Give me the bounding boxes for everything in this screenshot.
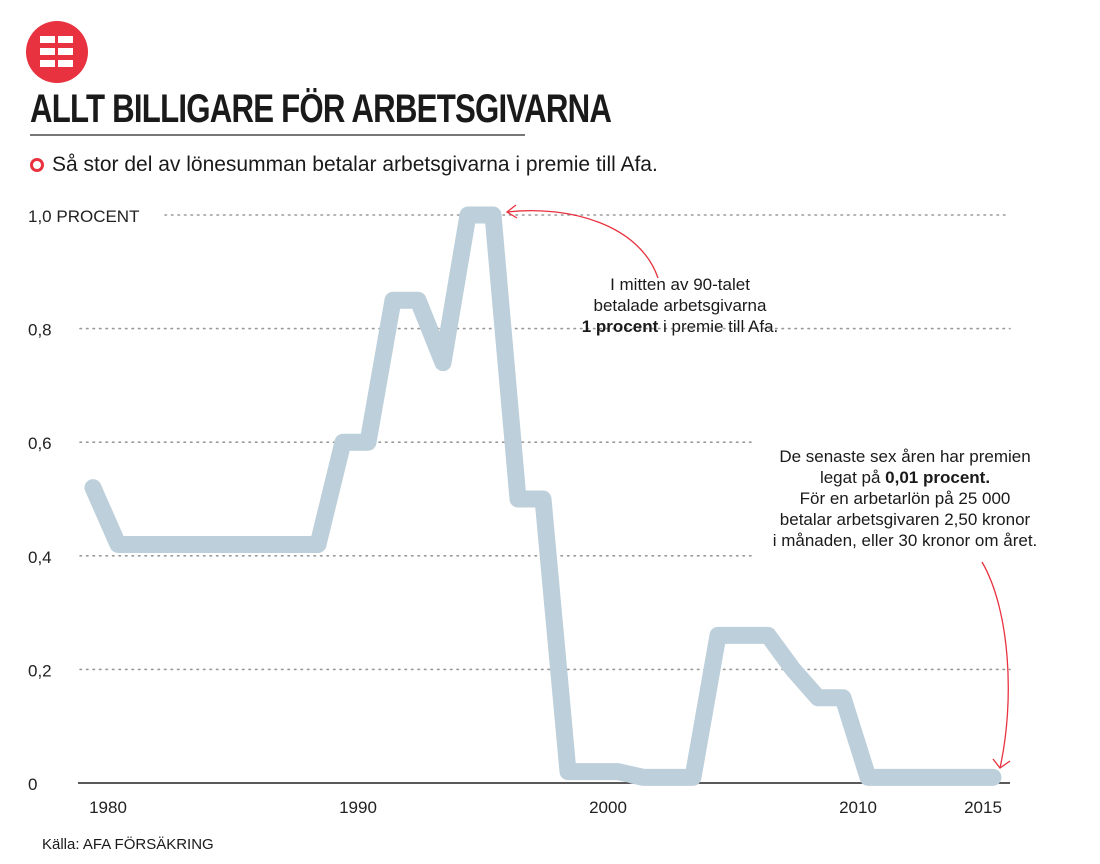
data-point-1992	[417, 299, 419, 301]
chart-title: ALLT BILLIGARE FÖR ARBETSGIVARNA	[30, 87, 612, 131]
data-point-1979	[92, 487, 94, 489]
data-point-1989	[342, 441, 344, 443]
source-note: Källa: AFA FÖRSÄKRING	[42, 836, 214, 853]
data-point-1994	[467, 214, 469, 216]
y-tick-label: 1,0 PROCENT	[28, 207, 139, 226]
y-tick-label: 0	[28, 775, 37, 794]
x-tick-label: 2010	[839, 798, 877, 817]
data-point-1981	[142, 543, 144, 545]
data-point-2012	[917, 776, 919, 778]
arrowhead-peak	[505, 204, 518, 219]
annotation-text: i premie till Afa.	[658, 317, 779, 336]
y-tick-label: 0,2	[28, 661, 52, 680]
x-tick-label: 2000	[589, 798, 627, 817]
data-point-2003	[692, 776, 694, 778]
arrowhead-recent	[992, 758, 1011, 769]
data-point-1982	[167, 543, 169, 545]
annotation-line: 1 procent i premie till Afa.	[560, 316, 800, 337]
annotation-recent: De senaste sex åren har premien legat på…	[740, 446, 1070, 551]
data-point-1999	[592, 771, 594, 773]
data-point-2011	[892, 776, 894, 778]
data-point-1984	[217, 543, 219, 545]
x-tick-label: 1990	[339, 798, 377, 817]
bullet-ring-icon	[30, 158, 44, 172]
annotation-arrow-recent	[981, 561, 1009, 769]
data-point-1987	[292, 543, 294, 545]
annotation-line: i månaden, eller 30 kronor om året.	[772, 531, 1038, 550]
y-tick-label: 0,4	[28, 548, 52, 567]
chart-subtitle: Så stor del av lönesumman betalar arbets…	[30, 153, 658, 177]
data-point-2009	[842, 697, 844, 699]
annotation-line: betalade arbetsgivarna	[593, 296, 767, 315]
annotation-line: I mitten av 90-talet	[610, 275, 750, 294]
data-point-2000	[617, 771, 619, 773]
data-point-1986	[267, 543, 269, 545]
annotation-arrow-peak	[506, 210, 659, 279]
data-point-1985	[242, 543, 244, 545]
data-point-2005	[742, 634, 744, 636]
annotation-line: legat på 0,01 procent.	[740, 467, 1070, 488]
data-point-2004	[717, 634, 719, 636]
y-tick-label: 0,8	[28, 321, 52, 340]
annotation-text: legat på	[819, 468, 886, 487]
data-point-1988	[317, 543, 319, 545]
annotation-line: För en arbetarlön på 25 000	[799, 489, 1011, 508]
data-point-2014	[967, 776, 969, 778]
data-point-2002	[667, 776, 669, 778]
annotation-line: De senaste sex åren har premien	[779, 447, 1031, 466]
x-tick-label: 1980	[89, 798, 127, 817]
title-divider	[30, 134, 525, 136]
data-point-2007	[792, 668, 794, 670]
data-point-1990	[367, 441, 369, 443]
annotation-line: betalar arbetsgivaren 2,50 kronor	[779, 510, 1031, 529]
subtitle-text: Så stor del av lönesumman betalar arbets…	[52, 153, 658, 176]
data-point-1996	[517, 498, 519, 500]
data-point-1993	[442, 362, 444, 364]
annotation-bold: 0,01 procent.	[885, 468, 991, 487]
y-tick-label: 0,6	[28, 434, 52, 453]
data-point-1997	[542, 498, 544, 500]
data-point-2010	[867, 776, 869, 778]
data-point-1995	[492, 214, 494, 216]
x-tick-label: 2015	[964, 798, 1002, 817]
data-point-2001	[642, 776, 644, 778]
data-point-2013	[942, 776, 944, 778]
annotation-bold: 1 procent	[581, 317, 659, 336]
annotation-peak: I mitten av 90-talet betalade arbetsgiva…	[560, 274, 800, 337]
data-point-2006	[767, 634, 769, 636]
data-point-1980	[117, 543, 119, 545]
data-point-1991	[392, 299, 394, 301]
data-point-2015	[992, 776, 994, 778]
data-point-1998	[567, 771, 569, 773]
data-point-1983	[192, 543, 194, 545]
data-point-2008	[817, 697, 819, 699]
logo-grid-icon	[26, 21, 88, 83]
